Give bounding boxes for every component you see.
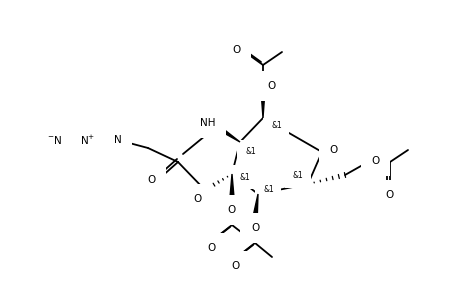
Text: &1: &1 (263, 184, 274, 194)
Polygon shape (215, 124, 240, 142)
Text: O: O (148, 175, 156, 185)
Polygon shape (253, 194, 258, 218)
Text: O: O (329, 145, 337, 155)
Text: O: O (231, 261, 239, 271)
Text: O: O (228, 205, 236, 215)
Text: N: N (114, 135, 122, 145)
Text: O: O (208, 243, 216, 253)
Text: $^{-}$N: $^{-}$N (47, 134, 63, 146)
Text: NH: NH (200, 118, 216, 128)
Text: &1: &1 (245, 148, 256, 157)
Text: &1: &1 (292, 171, 303, 181)
Text: O: O (194, 194, 202, 204)
Text: O: O (267, 81, 275, 91)
Text: O: O (233, 45, 241, 55)
Polygon shape (230, 174, 234, 200)
Text: N$^{+}$: N$^{+}$ (80, 133, 96, 146)
Text: O: O (386, 190, 394, 200)
Text: &1: &1 (271, 121, 282, 130)
Text: &1: &1 (239, 173, 250, 181)
Polygon shape (261, 87, 265, 118)
Text: O: O (251, 223, 259, 233)
Text: O: O (371, 156, 379, 166)
